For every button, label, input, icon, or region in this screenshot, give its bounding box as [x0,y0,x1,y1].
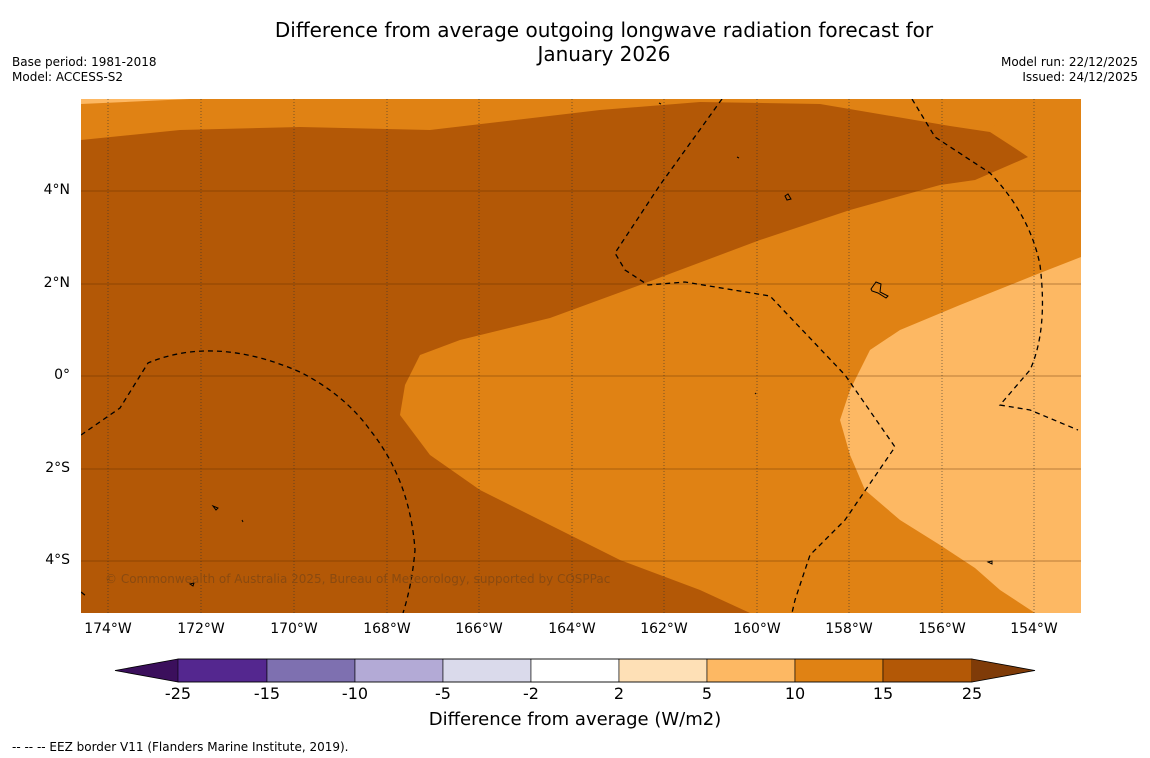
colorbar-tick: 15 [872,684,894,703]
lon-label: 168°W [363,621,411,637]
colorbar-segment [530,658,620,683]
lat-label: 2°N [43,275,70,291]
colorbar-low-extension [115,659,178,682]
model-run: Model run: 22/12/2025 [1000,55,1138,69]
base-period: Base period: 1981-2018 [12,55,157,69]
colorbar-tick: -15 [253,684,281,703]
colorbar-high-extension [972,659,1035,682]
issued-date: Issued: 24/12/2025 [1022,70,1138,84]
colorbar-segment [794,658,884,683]
eez-legend: -- -- -- EEZ border V11 (Flanders Marine… [12,740,349,754]
colorbar-title: Difference from average (W/m2) [428,709,722,730]
copyright-credit: © Commonwealth of Australia 2025, Bureau… [105,572,611,586]
map-area [81,99,1081,613]
lon-label: 160°W [733,621,781,637]
chart-title: Difference from average outgoing longwav… [274,18,934,66]
lon-label: 164°W [548,621,596,637]
lon-label: 166°W [455,621,503,637]
colorbar-segment [618,658,708,683]
lon-label: 156°W [918,621,966,637]
colorbar-tick: 10 [784,684,806,703]
lat-label: 0° [54,367,70,383]
colorbar-tick: -25 [164,684,192,703]
colorbar-tick: -2 [523,684,539,703]
model-run-info: Model run: 22/12/2025 Issued: 24/12/2025 [1001,55,1138,85]
lon-label: 154°W [1010,621,1058,637]
islands [188,102,993,587]
colorbar-segment [706,658,796,683]
colorbar-segment [266,658,356,683]
colorbar-tick: 5 [701,684,713,703]
base-period-info: Base period: 1981-2018 Model: ACCESS-S2 [12,55,157,85]
lon-label: 170°W [270,621,318,637]
lat-label: 2°S [45,460,70,476]
colorbar-tick: 2 [613,684,625,703]
colorbar-segment [442,658,532,683]
latitude-lines [81,190,1081,562]
model-name: Model: ACCESS-S2 [12,70,124,84]
colorbar-segment [354,658,444,683]
lon-label: 158°W [825,621,873,637]
lat-label: 4°N [43,182,70,198]
eez-borders [81,99,1079,613]
colorbar [114,658,1036,683]
anomaly-5-10-east-region [840,257,1081,613]
lon-label: 172°W [177,621,225,637]
colorbar-segment [177,658,268,683]
lon-label: 162°W [640,621,688,637]
colorbar-tick: -5 [435,684,451,703]
lon-label: 174°W [84,621,132,637]
lat-label: 4°S [45,552,70,568]
colorbar-tick: 25 [961,684,983,703]
colorbar-tick: -10 [341,684,369,703]
colorbar-segment [882,658,973,683]
anomaly-10-15-north-band [81,99,1081,160]
